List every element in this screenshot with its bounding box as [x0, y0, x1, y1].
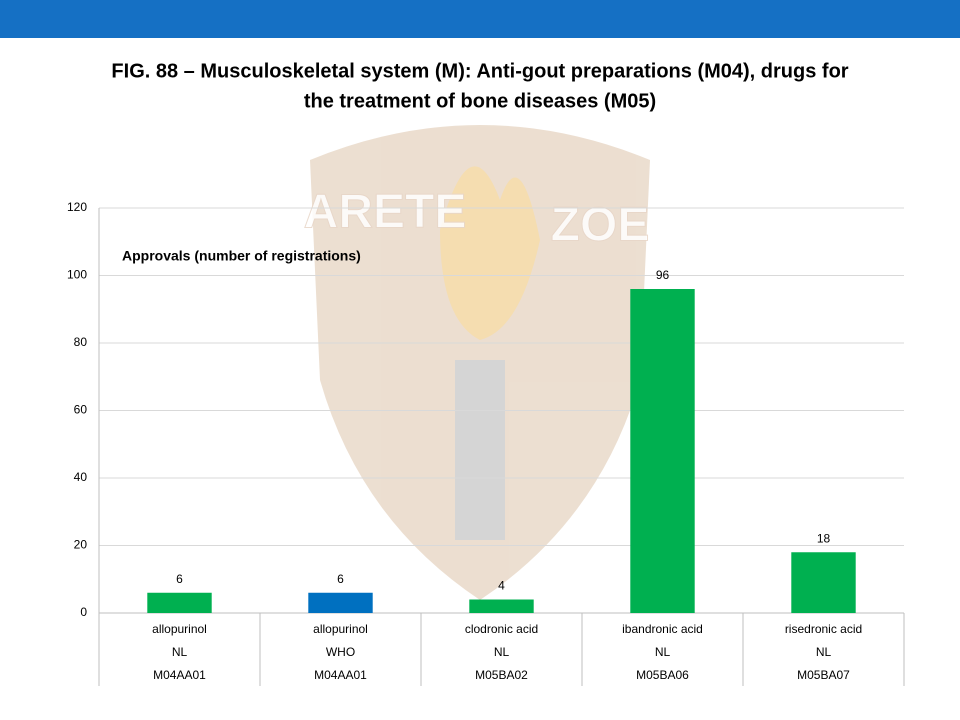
x-tick-label: M04AA01	[314, 668, 367, 682]
value-label: 96	[656, 268, 670, 282]
x-tick-label: clodronic acid	[465, 622, 538, 636]
y-tick-label: 80	[74, 335, 88, 349]
watermark-text: ARETE	[304, 186, 467, 239]
chart-title: the treatment of bone diseases (M05)	[304, 90, 656, 112]
x-tick-label: allopurinol	[313, 622, 368, 636]
x-tick-label: ibandronic acid	[622, 622, 703, 636]
x-tick-label: NL	[172, 645, 188, 659]
shield	[310, 125, 650, 600]
x-tick-label: NL	[655, 645, 671, 659]
x-tick-label: WHO	[326, 645, 355, 659]
y-tick-label: 0	[80, 605, 87, 619]
y-tick-label: 120	[67, 200, 87, 214]
x-tick-label: M05BA07	[797, 668, 850, 682]
bar	[469, 599, 534, 613]
bar	[791, 552, 856, 613]
x-tick-label: M05BA06	[636, 668, 689, 682]
x-tick-label: NL	[494, 645, 510, 659]
x-tick-label: NL	[816, 645, 832, 659]
y-tick-label: 40	[74, 470, 88, 484]
torch	[455, 360, 505, 540]
header-bar	[0, 0, 960, 38]
y-tick-label: 100	[67, 268, 87, 282]
x-tick-label: risedronic acid	[785, 622, 862, 636]
y-tick-label: 60	[74, 403, 88, 417]
chart-title: FIG. 88 – Musculoskeletal system (M): An…	[111, 60, 848, 82]
bar	[308, 592, 373, 613]
annotation: Approvals (number of registrations)	[122, 248, 361, 264]
value-label: 6	[337, 572, 344, 586]
flame	[440, 166, 540, 340]
watermark-text: ZOE	[551, 199, 650, 252]
value-label: 6	[176, 572, 183, 586]
watermark-logo	[310, 125, 650, 600]
value-label: 18	[817, 531, 831, 545]
bar	[147, 592, 212, 613]
bar	[630, 289, 695, 613]
x-tick-label: allopurinol	[152, 622, 207, 636]
value-label: 4	[498, 579, 505, 593]
x-tick-label: M04AA01	[153, 668, 206, 682]
y-tick-label: 20	[74, 538, 88, 552]
x-tick-label: M05BA02	[475, 668, 528, 682]
